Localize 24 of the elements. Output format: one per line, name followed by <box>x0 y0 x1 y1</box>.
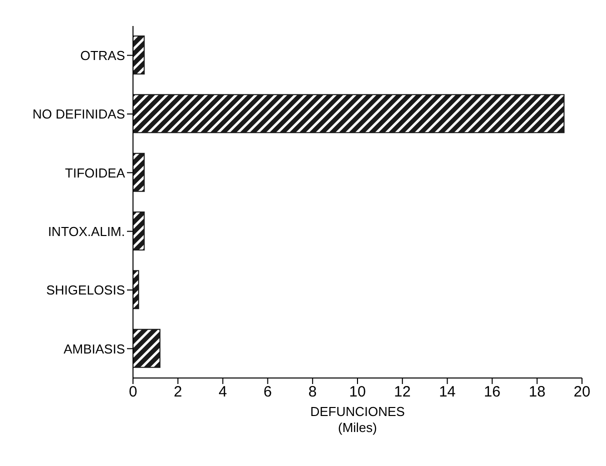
x-tick-label: 0 <box>128 384 138 401</box>
x-tick-label: 2 <box>174 384 182 401</box>
x-tick-label: 8 <box>308 384 317 401</box>
y-tick-label: AMBIASIS <box>64 341 126 356</box>
x-tick-label: 12 <box>394 384 411 401</box>
bar <box>133 212 145 250</box>
bar <box>133 270 140 310</box>
bar <box>133 328 160 368</box>
x-tick-label: 18 <box>528 384 546 401</box>
x-tick-label: 4 <box>218 384 227 401</box>
bar <box>133 94 565 134</box>
y-tick-label: OTRAS <box>80 48 126 63</box>
x-tick-label: 14 <box>438 384 456 401</box>
y-tick-label: TIFOIDEA <box>65 165 126 180</box>
x-tick-label: 16 <box>484 384 501 401</box>
x-tick-label: 20 <box>574 384 590 401</box>
bar <box>133 152 145 192</box>
y-tick-label: INTOX.ALIM. <box>48 224 125 239</box>
y-tick-label: NO DEFINIDAS <box>32 106 126 122</box>
x-axis-title: DEFUNCIONES (Miles) <box>310 404 406 435</box>
x-tick-label: 6 <box>264 384 272 401</box>
bar <box>133 36 145 74</box>
y-tick-label: SHIGELOSIS <box>46 282 126 298</box>
x-tick-label: 10 <box>349 384 366 401</box>
